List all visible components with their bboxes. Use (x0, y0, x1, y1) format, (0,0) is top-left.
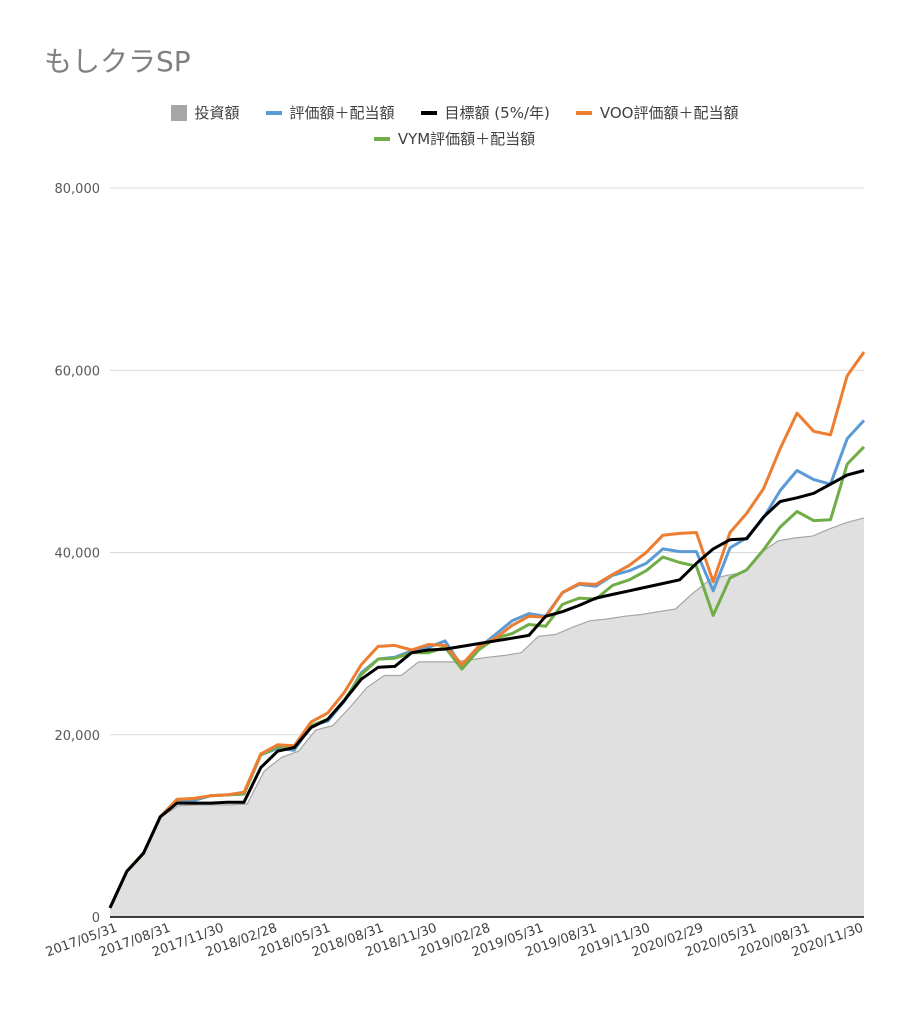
legend-label-target: 目標額 (5%/年) (444, 104, 550, 122)
y-tick-label-0: 0 (92, 911, 100, 926)
y-tick-label-4: 80,000 (55, 182, 101, 197)
y-tick-label-2: 40,000 (55, 547, 101, 562)
y-tick-label-3: 60,000 (55, 364, 101, 379)
legend-swatch-voo (575, 110, 592, 115)
legend-swatch-vym (373, 136, 390, 141)
legend-label-investment: 投資額 (194, 104, 240, 122)
legend-swatch-target (420, 110, 437, 115)
legend-item-investment: 投資額 (170, 102, 240, 123)
legend-item-vym: VYM評価額＋配当額 (373, 128, 536, 149)
legend-swatch-investment (170, 104, 187, 121)
legend-item-voo: VOO評価額＋配当額 (575, 102, 739, 123)
legend-row-2: VYM評価額＋配当額 (0, 128, 909, 149)
chart-title: もしクラSP (44, 45, 191, 78)
series-line-2 (108, 469, 865, 909)
legend-label-vym: VYM評価額＋配当額 (397, 130, 536, 148)
legend-item-target: 目標額 (5%/年) (420, 102, 550, 123)
legend-label-voo: VOO評価額＋配当額 (599, 104, 739, 122)
series-area-0 (110, 517, 864, 917)
legend-item-valuation: 評価額＋配当額 (265, 102, 395, 123)
legend-label-valuation: 評価額＋配当額 (289, 104, 395, 122)
legend-swatch-valuation (265, 110, 282, 115)
legend: 投資額 評価額＋配当額 目標額 (5%/年) VOO評価額＋配当額 (0, 102, 909, 123)
y-tick-label-1: 20,000 (55, 729, 101, 744)
